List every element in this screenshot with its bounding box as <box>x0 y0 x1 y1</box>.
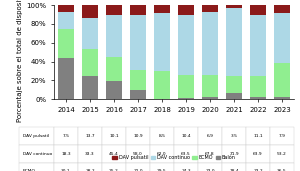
Bar <box>106 81 122 99</box>
Bar <box>202 12 218 75</box>
Bar <box>106 57 122 81</box>
Bar <box>226 8 242 76</box>
Bar <box>178 98 194 99</box>
Y-axis label: Porcentaje sobre el total de dispositivos: Porcentaje sobre el total de dispositivo… <box>17 0 23 122</box>
Bar <box>82 49 98 76</box>
Bar <box>274 5 290 12</box>
Bar <box>154 5 170 13</box>
Legend: DAV pulsatil, DAV continuo, ECMO, Balón: DAV pulsatil, DAV continuo, ECMO, Balón <box>110 153 238 162</box>
Bar <box>58 12 74 29</box>
Bar <box>226 5 242 8</box>
Bar <box>274 97 290 99</box>
Bar <box>274 12 290 63</box>
Bar <box>82 5 98 18</box>
Bar <box>274 63 290 97</box>
Bar <box>58 29 74 58</box>
Bar <box>202 5 218 12</box>
Bar <box>82 18 98 49</box>
Bar <box>106 15 122 57</box>
Bar <box>250 76 266 97</box>
Bar <box>202 75 218 97</box>
Bar <box>178 75 194 98</box>
Bar <box>226 93 242 99</box>
Bar <box>130 70 146 90</box>
Bar <box>58 5 74 12</box>
Bar <box>226 76 242 93</box>
Bar <box>130 15 146 70</box>
Bar <box>250 97 266 99</box>
Bar <box>58 58 74 99</box>
Bar <box>82 76 98 99</box>
Bar <box>154 71 170 99</box>
Bar <box>154 13 170 71</box>
Bar <box>250 16 266 76</box>
Bar <box>130 5 146 15</box>
Bar <box>178 15 194 75</box>
Bar <box>178 5 194 15</box>
Bar <box>202 97 218 99</box>
Bar <box>250 5 266 16</box>
Bar <box>130 90 146 99</box>
Bar <box>106 5 122 15</box>
